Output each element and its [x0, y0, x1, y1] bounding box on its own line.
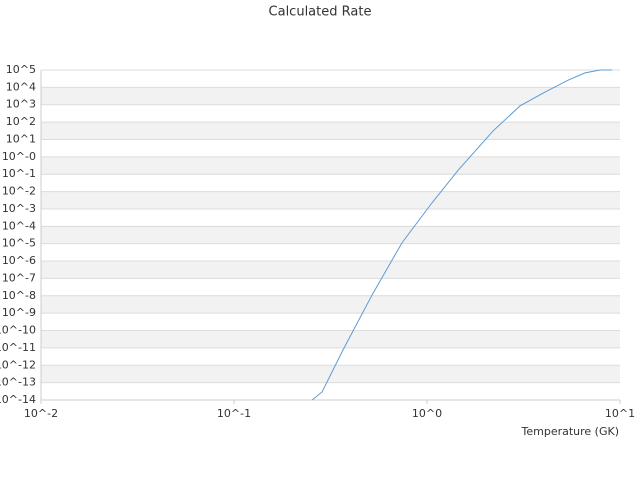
- grid-band: [41, 87, 620, 105]
- grid-band: [41, 226, 620, 244]
- y-tick-label: 10^-12: [0, 358, 36, 371]
- grid-band: [41, 156, 620, 175]
- grid-band: [41, 295, 620, 314]
- y-tick-label: 10^-0: [2, 150, 36, 163]
- y-tick-label: 10^-13: [0, 376, 36, 389]
- x-tick-label: 10^1: [605, 407, 635, 420]
- y-tick-label: 10^-10: [0, 324, 36, 337]
- grid-band: [41, 261, 620, 279]
- y-tick-label: 10^2: [6, 115, 36, 128]
- data-line: [311, 69, 613, 401]
- y-tick-label: 10^3: [6, 98, 36, 111]
- grid-band: [41, 191, 620, 209]
- x-tick-label: 10^-1: [217, 407, 251, 420]
- y-tick-label: 10^-3: [2, 202, 36, 215]
- y-tick-label: 10^-11: [0, 341, 36, 354]
- y-tick-label: 10^5: [6, 63, 36, 76]
- y-tick-label: 10^-7: [2, 271, 36, 284]
- y-tick-label: 10^4: [6, 80, 36, 93]
- y-tick-label: 10^-2: [2, 185, 36, 198]
- grid-band: [41, 122, 620, 140]
- y-tick-label: 10^-6: [2, 254, 36, 267]
- y-tick-label: 10^1: [6, 132, 36, 145]
- chart-title: Calculated Rate: [269, 5, 372, 20]
- y-tick-label: 10^-9: [2, 306, 36, 319]
- y-tick-label: 10^-4: [2, 219, 36, 232]
- y-tick-label: 10^-14: [0, 393, 36, 406]
- x-tick-label: 10^-2: [24, 407, 58, 420]
- y-tick-label: 10^-8: [2, 289, 36, 302]
- y-tick-label: 10^-1: [2, 167, 36, 180]
- y-tick-label: 10^-5: [2, 237, 36, 250]
- grid-band: [41, 330, 620, 348]
- x-tick-label: 10^0: [412, 407, 442, 420]
- x-axis-label: Temperature (GK): [521, 425, 620, 438]
